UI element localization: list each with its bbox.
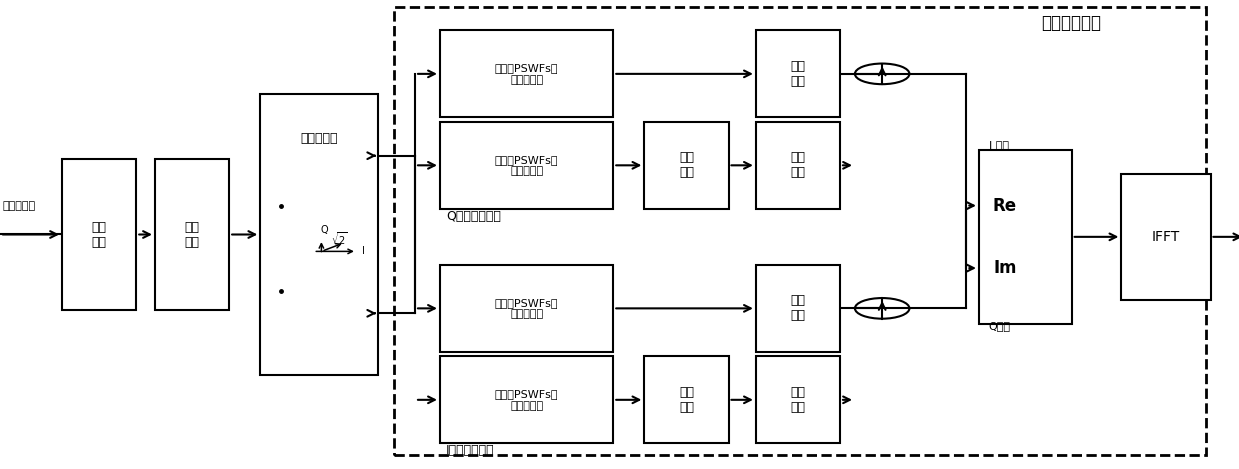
Text: 数据
分组: 数据 分组 bbox=[92, 220, 107, 249]
Text: I 支路: I 支路 bbox=[989, 140, 1009, 151]
Text: IFFT: IFFT bbox=[1152, 230, 1180, 244]
Text: 待传输序列: 待传输序列 bbox=[2, 201, 36, 211]
Text: Re: Re bbox=[992, 197, 1017, 215]
FancyBboxPatch shape bbox=[979, 150, 1072, 324]
Text: Im: Im bbox=[994, 259, 1016, 277]
Text: 频域信息加载: 频域信息加载 bbox=[1041, 15, 1100, 32]
Text: 复数域映射: 复数域映射 bbox=[300, 132, 338, 145]
Text: 偶对称PSWFs信
号信息加载: 偶对称PSWFs信 号信息加载 bbox=[494, 297, 559, 319]
FancyBboxPatch shape bbox=[756, 30, 840, 117]
FancyBboxPatch shape bbox=[644, 356, 729, 443]
Text: 符号
取反: 符号 取反 bbox=[679, 386, 694, 414]
FancyBboxPatch shape bbox=[756, 265, 840, 352]
Text: I支路信息加载: I支路信息加载 bbox=[446, 444, 494, 457]
Text: 符号
取反: 符号 取反 bbox=[679, 151, 694, 179]
FancyBboxPatch shape bbox=[440, 122, 613, 209]
FancyBboxPatch shape bbox=[155, 159, 229, 310]
Text: I: I bbox=[362, 246, 364, 257]
Text: 对称
拓展: 对称 拓展 bbox=[790, 386, 805, 414]
FancyBboxPatch shape bbox=[440, 356, 613, 443]
Text: Q: Q bbox=[320, 226, 327, 235]
FancyBboxPatch shape bbox=[1121, 174, 1211, 300]
Text: 串并
转换: 串并 转换 bbox=[185, 220, 199, 249]
Text: 奇对称PSWFs信
号信息加载: 奇对称PSWFs信 号信息加载 bbox=[494, 154, 559, 176]
Text: 对称
拓展: 对称 拓展 bbox=[790, 60, 805, 88]
FancyBboxPatch shape bbox=[62, 159, 136, 310]
FancyBboxPatch shape bbox=[644, 122, 729, 209]
FancyBboxPatch shape bbox=[440, 265, 613, 352]
Text: Q支路: Q支路 bbox=[989, 321, 1011, 331]
Text: 对称
拓展: 对称 拓展 bbox=[790, 295, 805, 322]
Text: 奇对称PSWFs信
号信息加载: 奇对称PSWFs信 号信息加载 bbox=[494, 389, 559, 411]
Text: 对称
拓展: 对称 拓展 bbox=[790, 151, 805, 179]
Text: 偶对称PSWFs信
号信息加载: 偶对称PSWFs信 号信息加载 bbox=[494, 63, 559, 85]
FancyBboxPatch shape bbox=[756, 356, 840, 443]
FancyBboxPatch shape bbox=[260, 94, 378, 375]
Text: $\sqrt{2}$: $\sqrt{2}$ bbox=[331, 230, 348, 247]
FancyBboxPatch shape bbox=[440, 30, 613, 117]
Text: Q支路信息加载: Q支路信息加载 bbox=[446, 210, 501, 223]
FancyBboxPatch shape bbox=[756, 122, 840, 209]
